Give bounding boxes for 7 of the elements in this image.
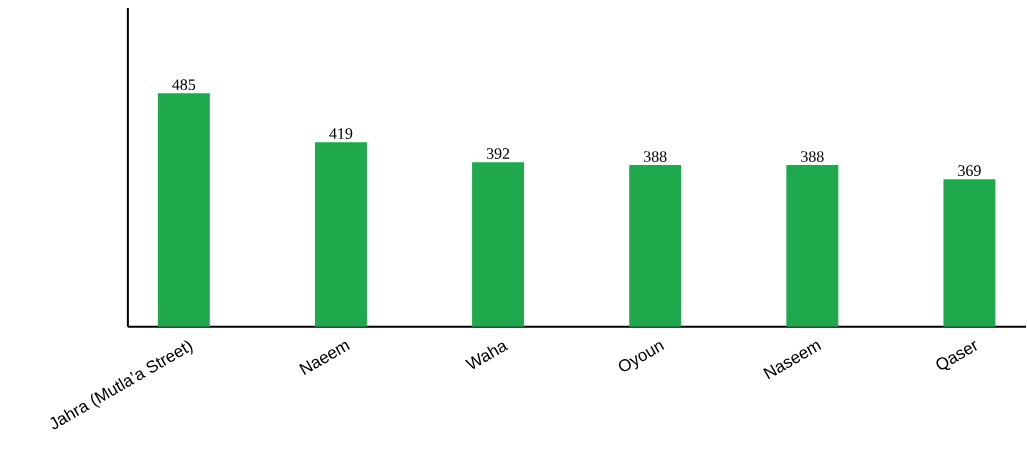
data-label: 369 — [958, 165, 981, 177]
data-label: 392 — [486, 148, 510, 160]
x-tick-label: Waha — [464, 343, 509, 370]
data-label: 388 — [801, 151, 824, 163]
data-label: 419 — [329, 128, 353, 140]
data-label: 485 — [172, 79, 196, 91]
data-label: 388 — [644, 151, 667, 163]
